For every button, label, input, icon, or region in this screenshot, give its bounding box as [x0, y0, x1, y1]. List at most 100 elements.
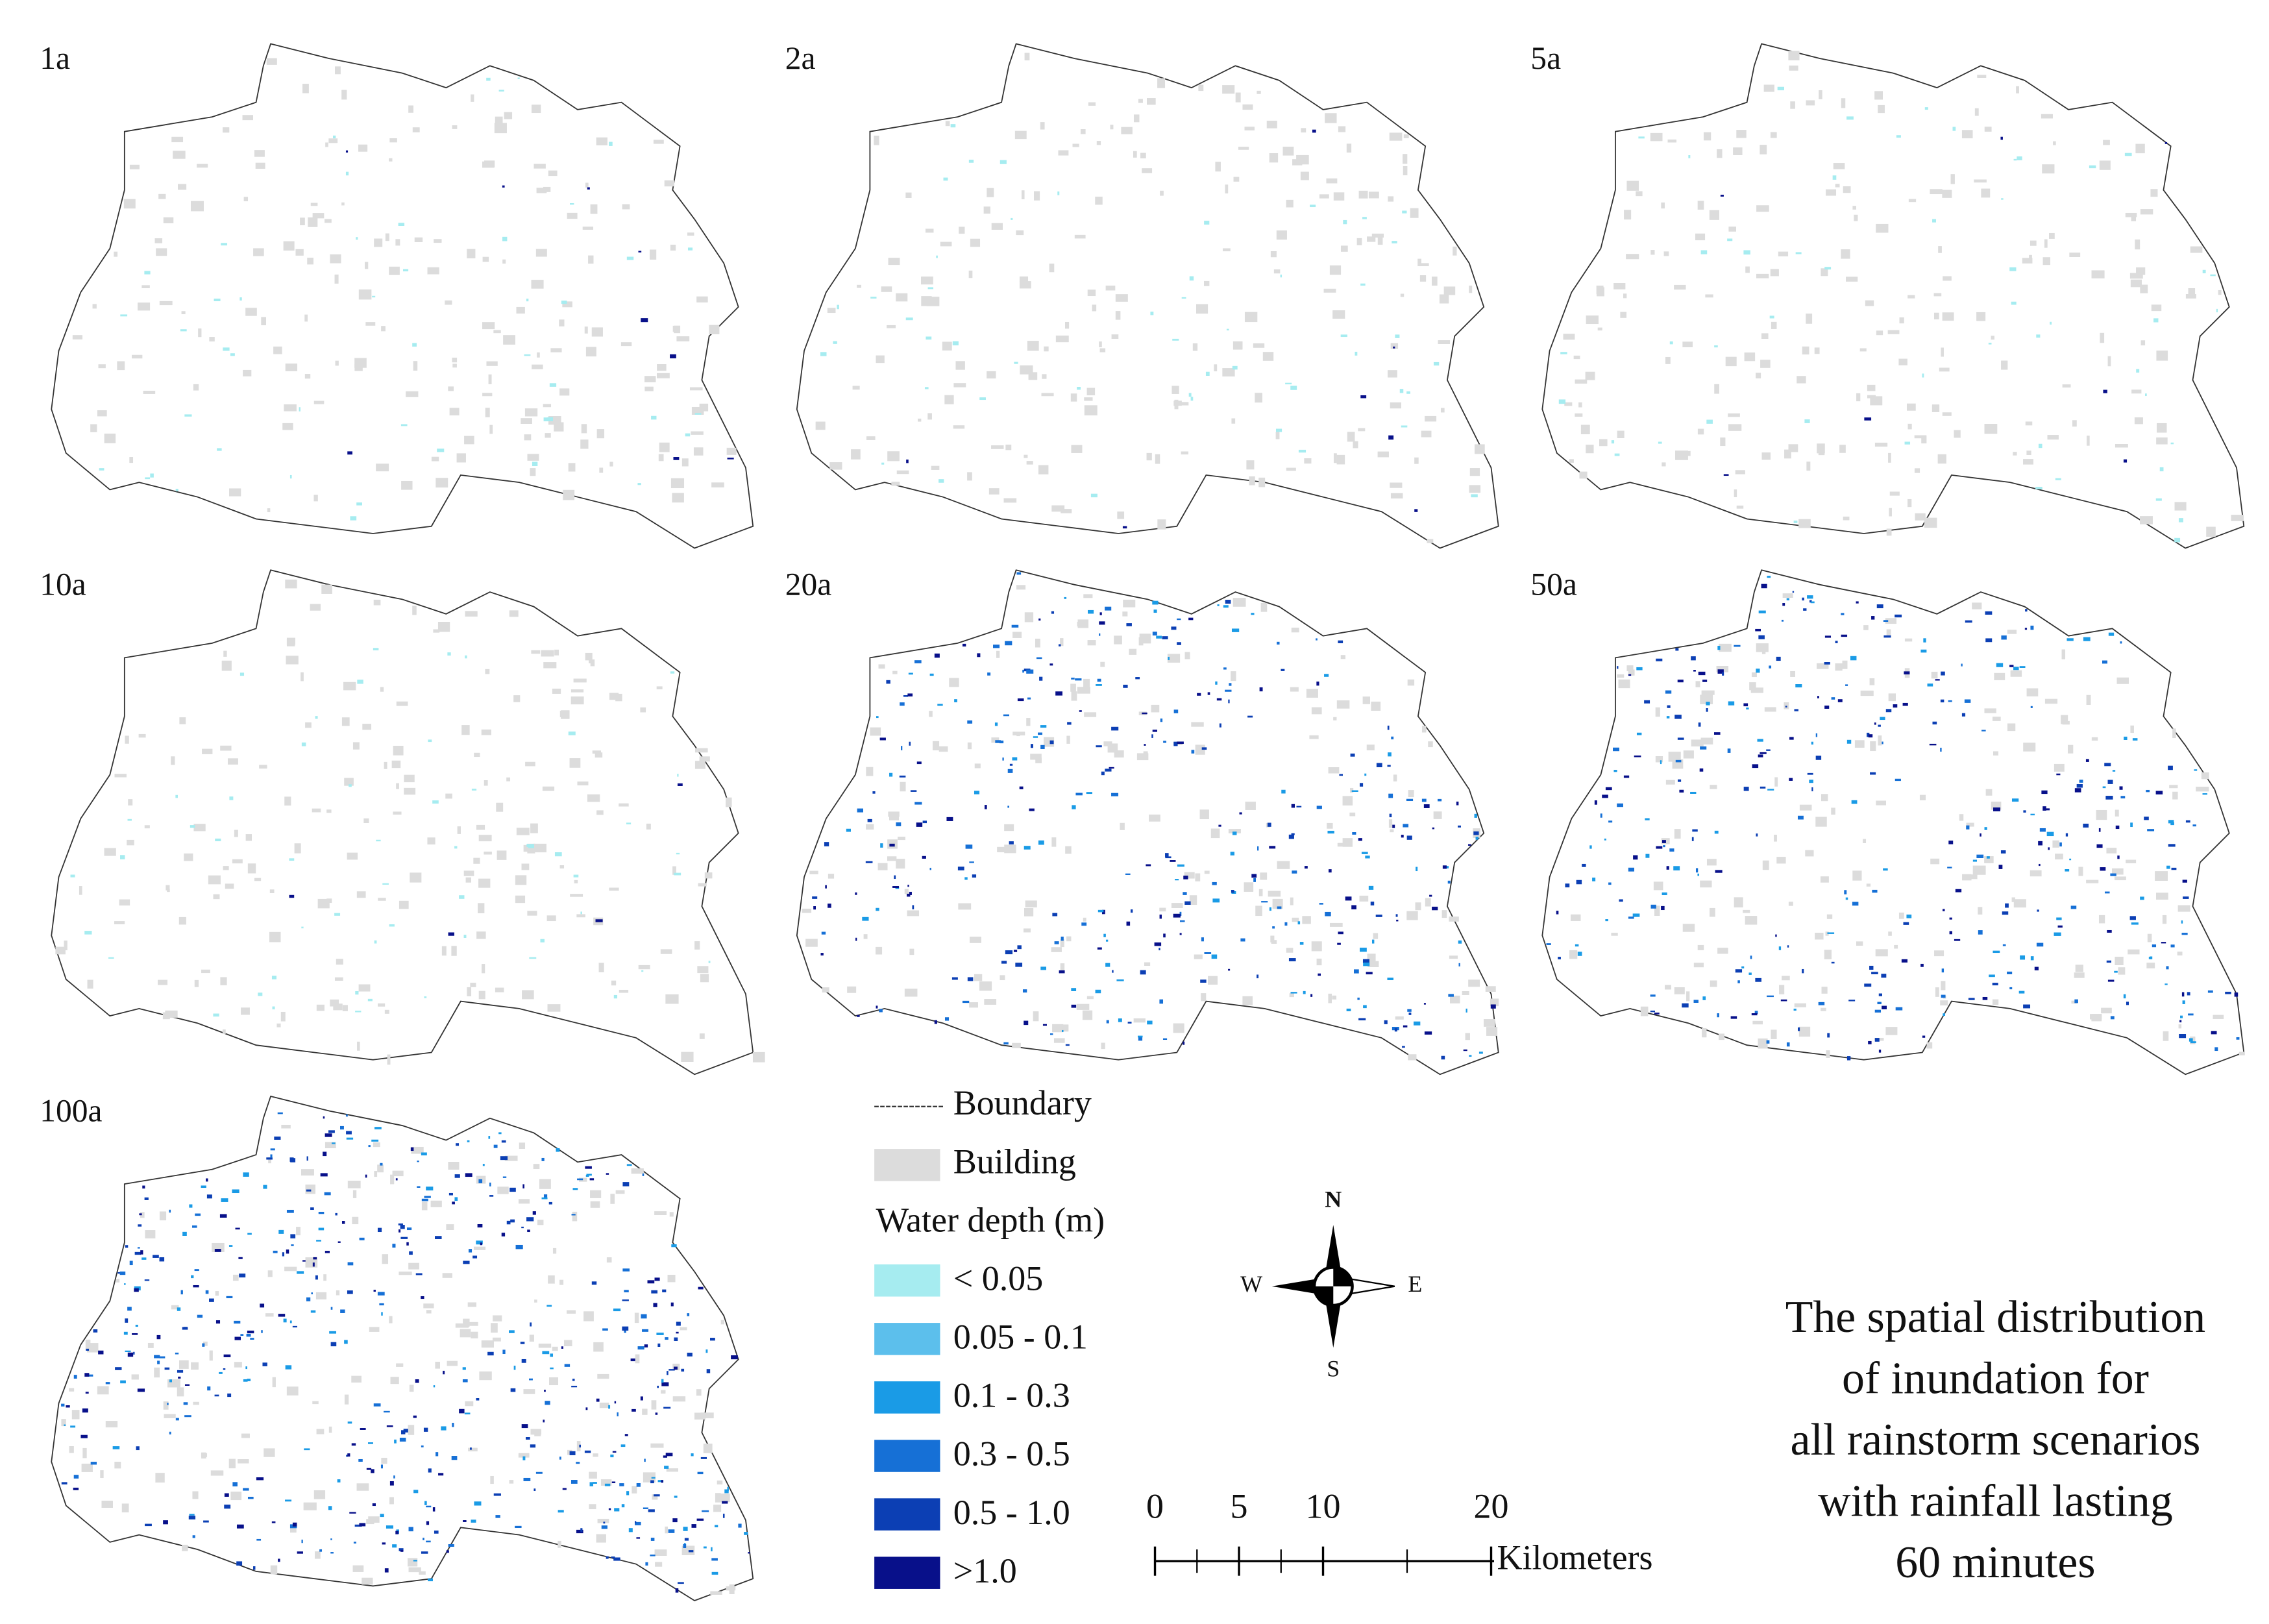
building	[2053, 141, 2056, 145]
water-depth	[1072, 805, 1076, 809]
building	[1270, 251, 1277, 258]
water-depth	[1318, 973, 1321, 976]
building	[1967, 874, 1978, 880]
water-depth	[1339, 774, 1343, 776]
water-depth	[1153, 609, 1157, 613]
building	[1393, 774, 1397, 781]
building	[654, 1211, 667, 1216]
water-depth	[272, 1006, 275, 1010]
water-depth	[1173, 741, 1178, 746]
water-depth	[1968, 998, 1975, 1000]
water-depth	[573, 874, 579, 878]
water-depth	[221, 1198, 228, 1202]
water-depth	[650, 1555, 656, 1556]
water-depth	[2180, 1015, 2183, 1018]
building	[1468, 979, 1480, 987]
building	[1919, 794, 1926, 801]
water-depth	[515, 1244, 523, 1249]
water-depth	[437, 449, 445, 452]
building	[1072, 143, 1079, 147]
water-depth	[1207, 692, 1210, 695]
building	[2118, 967, 2126, 975]
building	[1817, 663, 1829, 669]
water-depth	[2039, 863, 2041, 867]
building	[365, 262, 369, 269]
water-depth	[1756, 669, 1760, 673]
water-depth	[1086, 792, 1092, 794]
building	[726, 447, 737, 455]
building	[1432, 277, 1438, 286]
water-depth	[1558, 957, 1561, 960]
water-depth	[1387, 725, 1390, 730]
water-depth	[2145, 393, 2147, 397]
water-depth	[1589, 845, 1592, 849]
building	[1231, 671, 1236, 682]
building	[1004, 824, 1014, 831]
building	[1277, 861, 1290, 869]
water-depth	[2011, 301, 2017, 305]
water-depth	[371, 1139, 379, 1142]
water-depth	[304, 1448, 310, 1451]
water-depth	[722, 1514, 725, 1518]
building	[1665, 985, 1671, 990]
building	[509, 610, 519, 617]
building	[489, 424, 493, 434]
building	[1814, 347, 1820, 354]
water-depth	[2211, 1031, 2217, 1035]
water-depth	[406, 1227, 412, 1231]
panel-label: 1a	[40, 40, 70, 76]
water-depth	[1126, 623, 1132, 626]
water-depth	[325, 1251, 330, 1253]
building	[1077, 687, 1090, 694]
building	[384, 761, 387, 769]
water-depth	[410, 1147, 414, 1151]
building	[404, 774, 415, 783]
building	[667, 1275, 676, 1283]
building	[481, 1340, 494, 1348]
water-depth	[968, 160, 974, 163]
building	[1756, 373, 1761, 378]
building	[1984, 127, 1992, 132]
water-depth	[641, 970, 644, 972]
building	[452, 363, 457, 368]
building	[191, 1362, 199, 1370]
building	[156, 248, 167, 256]
building	[1231, 418, 1236, 424]
building	[373, 1142, 380, 1148]
building	[609, 693, 619, 700]
building	[521, 418, 532, 424]
water-depth	[1401, 1046, 1405, 1048]
building	[696, 1389, 702, 1396]
water-depth	[1636, 667, 1643, 671]
building	[2075, 965, 2083, 972]
building	[64, 941, 67, 950]
building	[516, 306, 525, 314]
building	[524, 408, 538, 417]
building	[1623, 293, 1627, 299]
building	[1774, 835, 1777, 842]
figure-title: The spatial distribution	[1785, 1292, 2205, 1342]
water-depth	[621, 1504, 625, 1508]
building	[515, 895, 526, 904]
building	[341, 202, 345, 206]
water-depth	[515, 1525, 522, 1529]
map-panel: 20a	[785, 567, 1499, 1076]
water-depth	[1251, 613, 1255, 615]
water-depth	[380, 1163, 383, 1166]
water-depth	[1827, 1033, 1830, 1038]
building	[125, 735, 129, 744]
water-depth	[2103, 389, 2107, 393]
water-depth	[1101, 771, 1105, 776]
water-depth	[124, 1283, 126, 1285]
building	[1974, 179, 1987, 183]
water-depth	[392, 1244, 396, 1248]
water-depth	[626, 1491, 630, 1495]
water-depth	[665, 1337, 668, 1340]
water-depth	[366, 1468, 372, 1470]
building	[1774, 777, 1778, 787]
building	[590, 659, 595, 667]
water-depth	[624, 1434, 628, 1436]
building	[1667, 139, 1677, 143]
water-depth	[1212, 898, 1220, 903]
water-depth	[886, 680, 890, 684]
